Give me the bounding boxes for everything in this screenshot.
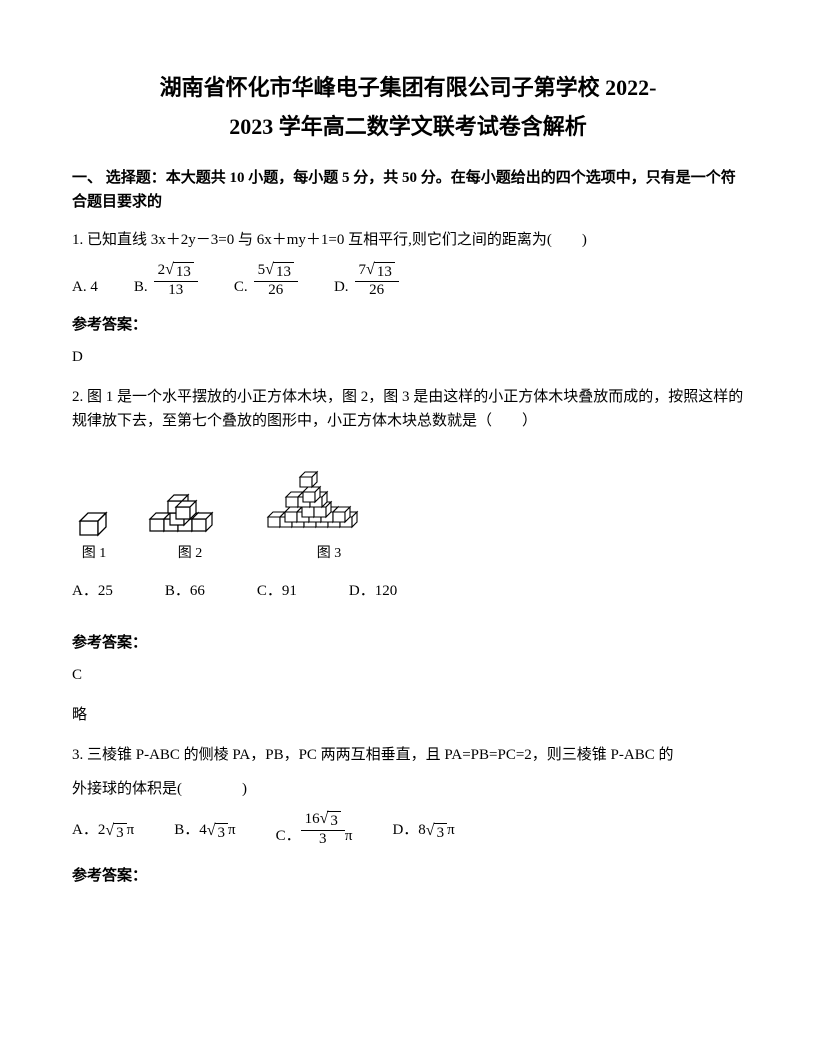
q1-optb-den: 13 [154, 282, 198, 299]
q3-optd-label: D．8 [392, 818, 425, 842]
q3-opta-rad: 3 [113, 823, 127, 842]
figure-2-caption: 图 2 [144, 543, 236, 565]
q2-brief: 略 [72, 703, 744, 727]
q3-optc-coef: 16 [305, 811, 320, 827]
q1-optb-rad: 13 [173, 262, 194, 281]
doc-title-line1: 湖南省怀化市华峰电子集团有限公司子第学校 2022- [72, 70, 744, 105]
q3-optc-den: 3 [301, 831, 345, 848]
q1-optd-rad: 13 [374, 262, 395, 281]
q2-option-c: C．91 [257, 579, 297, 603]
q3-optb-rad: 3 [215, 823, 229, 842]
q1-optc-rad: 13 [273, 262, 294, 281]
doc-title-line2: 2023 学年高二数学文联考试卷含解析 [72, 109, 744, 144]
question-1-text: 1. 已知直线 3x＋2y－3=0 与 6x＋my＋1=0 互相平行,则它们之间… [72, 228, 744, 252]
figure-1-caption: 图 1 [72, 543, 116, 565]
q3-option-b: B．4√3π [174, 818, 235, 842]
question-2-options: A．25 B．66 C．91 D．120 [72, 579, 744, 603]
q1-option-a: A. 4 [72, 275, 98, 299]
q1-optc-den: 26 [254, 282, 298, 299]
cube-figure-2-icon [144, 469, 236, 539]
figure-1-block: 图 1 [72, 491, 116, 565]
cube-figure-3-icon [264, 447, 394, 539]
q3-optb-label: B．4 [174, 818, 207, 842]
q1-optb-fraction: 2√13 13 [154, 262, 198, 299]
q1-optc-label: C. [234, 275, 248, 299]
q1-option-b: B. 2√13 13 [134, 262, 198, 299]
question-1-options: A. 4 B. 2√13 13 C. 5√13 26 D. 7√13 26 [72, 262, 744, 299]
section-1-heading: 一、 选择题：本大题共 10 小题，每小题 5 分，共 50 分。在每小题给出的… [72, 166, 744, 214]
q1-optb-label: B. [134, 275, 148, 299]
q1-optb-coef: 2 [158, 262, 166, 278]
q3-optc-pi: π [345, 824, 353, 848]
question-3-options: A．2√3π B．4√3π C． 16√3 3 π D．8√3π [72, 811, 744, 848]
q2-answer-label: 参考答案： [72, 631, 744, 655]
q3-optb-pi: π [228, 818, 236, 842]
question-3-text: 3. 三棱锥 P‐ABC 的侧棱 PA，PB，PC 两两互相垂直，且 PA=PB… [72, 743, 744, 767]
q3-opta-pi: π [127, 818, 135, 842]
q3-optd-pi: π [447, 818, 455, 842]
q1-option-c: C. 5√13 26 [234, 262, 298, 299]
q1-optd-fraction: 7√13 26 [355, 262, 399, 299]
q1-optd-label: D. [334, 275, 349, 299]
figure-3-block: 图 3 [264, 447, 394, 565]
q3-answer-label: 参考答案： [72, 864, 744, 888]
q3-optc-rad: 3 [327, 811, 341, 830]
q1-optc-coef: 5 [258, 262, 266, 278]
q3-optc-label: C． [276, 824, 301, 848]
q3-opta-label: A．2 [72, 818, 105, 842]
figure-2-block: 图 2 [144, 469, 236, 565]
q2-option-d: D．120 [349, 579, 397, 603]
q1-option-d: D. 7√13 26 [334, 262, 399, 299]
q2-option-b: B．66 [165, 579, 205, 603]
q3-optd-rad: 3 [434, 823, 448, 842]
q3-option-a: A．2√3π [72, 818, 134, 842]
q1-optc-fraction: 5√13 26 [254, 262, 298, 299]
q1-answer-label: 参考答案： [72, 313, 744, 337]
q2-answer: C [72, 663, 744, 687]
q3-optc-fraction: 16√3 3 [301, 811, 345, 848]
question-3-text-2: 外接球的体积是( ) [72, 777, 744, 801]
question-2-text: 2. 图 1 是一个水平摆放的小正方体木块，图 2，图 3 是由这样的小正方体木… [72, 385, 744, 433]
q3-option-d: D．8√3π [392, 818, 454, 842]
q2-option-a: A．25 [72, 579, 113, 603]
q3-option-c: C． 16√3 3 π [276, 811, 353, 848]
q2-figures: 图 1 图 2 [72, 447, 744, 565]
figure-3-caption: 图 3 [264, 543, 394, 565]
q1-optd-den: 26 [355, 282, 399, 299]
q1-optd-coef: 7 [359, 262, 367, 278]
cube-figure-1-icon [72, 491, 116, 539]
q1-answer: D [72, 345, 744, 369]
